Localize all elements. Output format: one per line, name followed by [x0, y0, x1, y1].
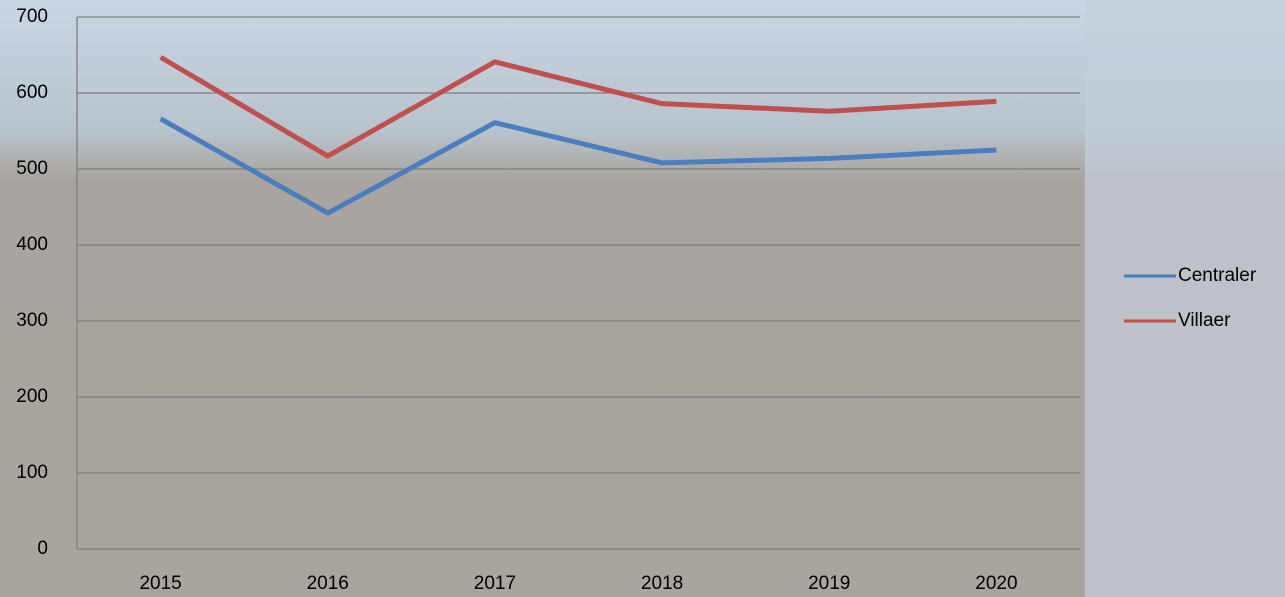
y-tick-label: 200: [16, 386, 48, 407]
y-tick-label: 300: [16, 310, 48, 331]
y-tick-label: 500: [16, 158, 48, 179]
chart: 0 100 200 300 400 500 600 700 2015 2016 2017 2018 20…: [0, 0, 1285, 597]
x-tick-label: 2018: [641, 573, 683, 594]
y-tick-label: 700: [16, 6, 48, 27]
legend-label: Villaer: [1178, 310, 1231, 331]
legend-label: Centraler: [1178, 265, 1257, 286]
y-tick-label: 400: [16, 234, 48, 255]
x-tick-label: 2016: [307, 573, 349, 594]
y-tick-label: 600: [16, 82, 48, 103]
y-tick-label: 100: [16, 462, 48, 483]
x-tick-label: 2019: [808, 573, 850, 594]
background-sky: [1085, 0, 1285, 597]
x-tick-label: 2017: [474, 573, 516, 594]
y-tick-label: 0: [37, 538, 48, 559]
x-tick-label: 2015: [139, 573, 181, 594]
x-tick-label: 2020: [975, 573, 1017, 594]
